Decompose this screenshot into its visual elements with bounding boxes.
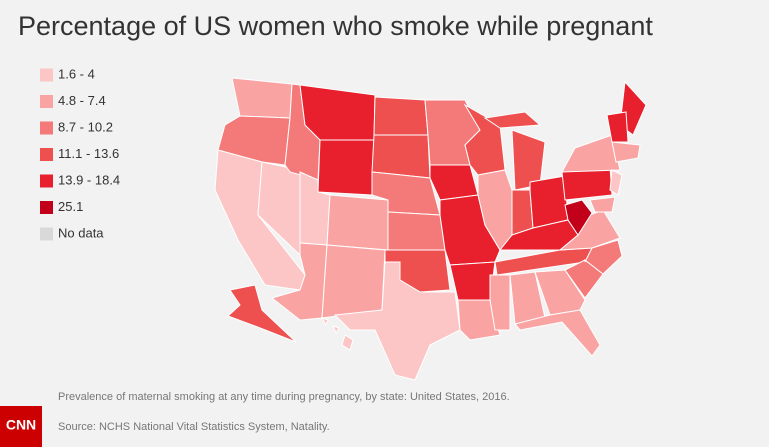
state [429, 164, 479, 201]
legend-label: No data [58, 225, 104, 240]
legend-swatch [40, 68, 53, 82]
logo-box [0, 406, 42, 447]
legend-label: 1.6 - 4 [58, 66, 95, 81]
legend-swatch [40, 174, 53, 188]
state [609, 169, 623, 196]
legend-swatch [40, 121, 53, 135]
legend-label: 8.7 - 10.2 [58, 119, 113, 134]
state [321, 244, 386, 319]
state [371, 134, 431, 179]
state [561, 134, 621, 173]
state [483, 111, 542, 129]
state [457, 299, 501, 341]
title: Percentage of US women who smoke while p… [18, 11, 653, 41]
state [449, 261, 496, 301]
legend-label: 11.1 - 13.6 [58, 146, 119, 161]
state [514, 309, 601, 357]
state [317, 139, 375, 196]
state [231, 77, 293, 119]
state [529, 175, 569, 229]
state [333, 261, 461, 381]
footnote: Prevalence of maternal smoking at any ti… [58, 391, 510, 403]
source: Source: NCHS National Vital Statistics S… [58, 421, 330, 433]
state [387, 211, 446, 251]
state [589, 196, 616, 213]
legend-label: 13.9 - 18.4 [58, 172, 120, 187]
legend-swatch [40, 227, 53, 241]
legend-swatch [40, 201, 53, 214]
legend-swatch [40, 95, 53, 108]
legend: 1.6 - 4 4.8 - 7.4 8.7 - 10.2 11.1 - 13.6 13.… [40, 66, 120, 241]
state [299, 84, 376, 141]
state [564, 199, 593, 236]
logo: CNN [6, 417, 36, 433]
state [320, 317, 329, 327]
us-map [214, 77, 647, 381]
state [341, 334, 354, 351]
state [332, 325, 340, 335]
state [326, 194, 389, 251]
state [611, 141, 641, 163]
state [227, 284, 297, 343]
state [511, 189, 534, 236]
state [606, 111, 629, 143]
state [489, 274, 511, 331]
legend-swatch [40, 148, 53, 161]
legend-label: 4.8 - 7.4 [58, 93, 106, 108]
state [373, 96, 429, 136]
legend-label: 25.1 [58, 199, 83, 214]
